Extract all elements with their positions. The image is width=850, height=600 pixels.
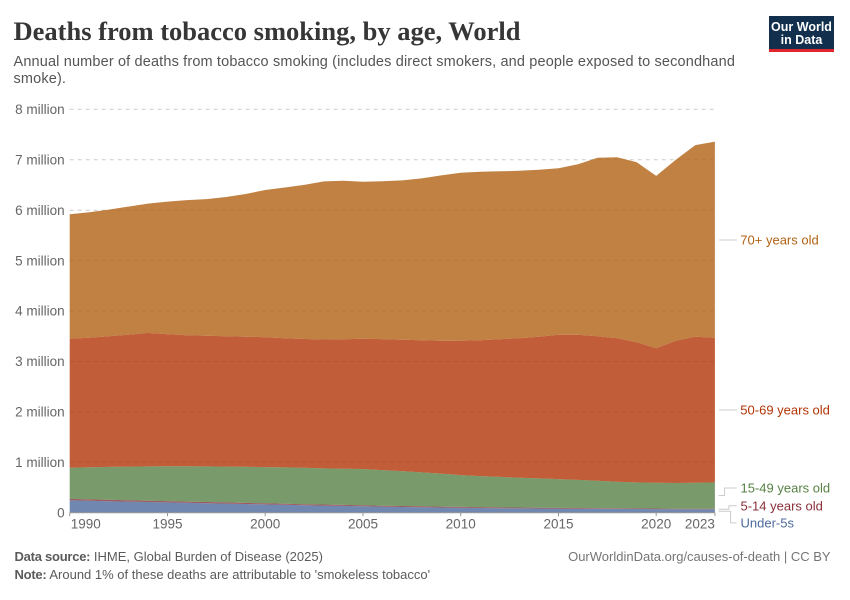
svg-text:2 million: 2 million: [15, 405, 65, 420]
svg-text:2015: 2015: [543, 517, 573, 532]
svg-text:15-49 years old: 15-49 years old: [741, 481, 831, 496]
svg-text:1995: 1995: [152, 517, 182, 532]
svg-text:1 million: 1 million: [15, 455, 65, 470]
svg-text:5 million: 5 million: [15, 253, 65, 268]
svg-text:5-14 years old: 5-14 years old: [741, 498, 823, 513]
svg-text:1990: 1990: [71, 517, 101, 532]
svg-text:2000: 2000: [250, 517, 280, 532]
svg-text:6 million: 6 million: [15, 203, 65, 218]
svg-text:8 million: 8 million: [15, 102, 65, 117]
svg-text:7 million: 7 million: [15, 152, 65, 167]
svg-text:2023: 2023: [685, 517, 715, 532]
svg-text:Under-5s: Under-5s: [741, 515, 795, 530]
svg-text:2020: 2020: [641, 517, 671, 532]
svg-text:2005: 2005: [348, 517, 378, 532]
svg-text:70+ years old: 70+ years old: [740, 233, 818, 248]
svg-text:3 million: 3 million: [15, 354, 65, 369]
svg-text:0: 0: [57, 505, 65, 520]
svg-text:4 million: 4 million: [15, 304, 65, 319]
svg-text:50-69 years old: 50-69 years old: [740, 403, 830, 418]
svg-text:2010: 2010: [446, 517, 476, 532]
